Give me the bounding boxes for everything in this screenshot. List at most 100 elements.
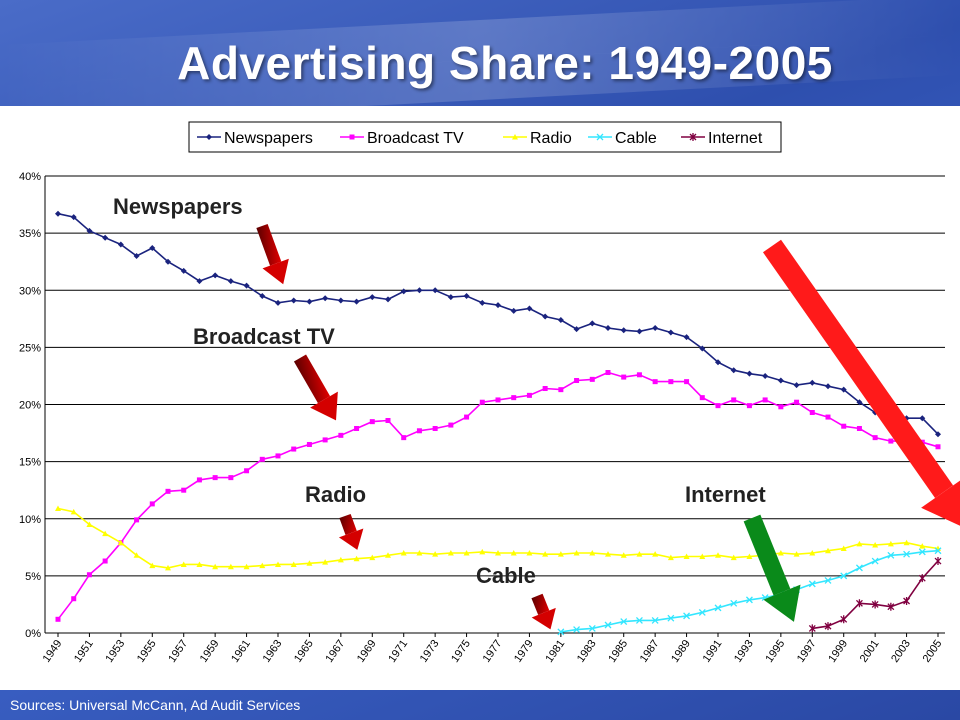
gridlines	[45, 175, 945, 634]
data-point	[55, 505, 61, 511]
data-point	[102, 234, 109, 241]
legend-label: Cable	[615, 130, 657, 147]
data-point	[149, 244, 156, 251]
arrow-cable	[531, 593, 556, 630]
data-point	[275, 561, 281, 567]
data-point	[856, 399, 863, 406]
data-point	[102, 530, 109, 537]
data-point	[918, 548, 926, 556]
data-point	[55, 210, 61, 217]
series-radio	[55, 505, 941, 571]
x-tick-label: 1955	[135, 638, 159, 665]
data-point	[683, 334, 690, 341]
data-point	[855, 599, 863, 608]
data-point	[196, 561, 203, 567]
data-point	[479, 399, 485, 405]
data-point	[447, 294, 454, 301]
x-tick-label: 1999	[826, 638, 850, 665]
data-point	[934, 547, 942, 555]
data-point	[542, 386, 548, 392]
data-point	[574, 378, 580, 384]
data-point	[856, 540, 863, 547]
data-point	[227, 563, 234, 570]
data-point	[432, 425, 438, 431]
annotation-internet: Internet	[685, 482, 766, 507]
data-point	[746, 370, 753, 377]
y-tick-label: 35%	[19, 228, 41, 240]
data-point	[212, 563, 219, 570]
data-point	[206, 134, 212, 140]
x-tick-label: 1987	[638, 638, 662, 665]
data-point	[668, 379, 674, 385]
data-point	[651, 616, 659, 624]
data-point	[464, 414, 470, 420]
data-point	[55, 616, 61, 622]
data-point	[133, 552, 140, 558]
x-tick-label: 1979	[512, 638, 536, 665]
series-newspapers	[55, 210, 941, 438]
data-point	[872, 435, 878, 441]
x-tick-label: 2003	[889, 638, 913, 665]
data-point	[542, 313, 549, 320]
arrow-newspapers	[256, 223, 289, 285]
data-point	[730, 599, 738, 607]
data-point	[793, 551, 800, 557]
data-point	[699, 553, 706, 559]
data-point	[510, 550, 517, 556]
data-point	[684, 379, 690, 385]
series-broadcast-tv	[55, 370, 941, 622]
data-point	[605, 324, 611, 331]
data-point	[683, 553, 690, 559]
data-point	[919, 543, 926, 549]
x-tick-label: 1965	[292, 638, 316, 665]
series-line	[560, 549, 939, 633]
data-point	[699, 395, 705, 401]
data-point	[479, 548, 486, 555]
data-point	[400, 288, 407, 295]
series-line	[57, 507, 939, 569]
data-point	[808, 624, 816, 633]
x-tick-label: 1975	[449, 638, 473, 665]
data-point	[840, 615, 848, 624]
data-point	[275, 453, 281, 459]
data-point	[463, 292, 470, 299]
data-point	[243, 282, 250, 289]
data-point	[212, 272, 219, 279]
slide-title: Advertising Share: 1949-2005	[177, 37, 833, 89]
x-tick-label: 1983	[575, 638, 599, 665]
x-tick-label: 1993	[732, 638, 756, 665]
data-point	[71, 596, 77, 602]
data-point	[259, 562, 266, 569]
x-tick-label: 1977	[481, 638, 505, 665]
data-point	[825, 414, 831, 420]
x-tick-label: 1963	[261, 638, 285, 665]
data-point	[903, 597, 911, 606]
data-point	[180, 267, 187, 274]
data-point	[596, 133, 604, 141]
data-point	[102, 558, 108, 564]
data-point	[620, 327, 627, 334]
data-point	[745, 596, 753, 604]
x-tick-label: 1995	[763, 638, 787, 665]
data-point	[401, 435, 407, 441]
data-point	[888, 438, 894, 444]
data-point	[385, 417, 391, 423]
y-tick-label: 0%	[25, 628, 41, 640]
data-point	[337, 556, 344, 563]
data-point	[165, 488, 171, 494]
data-point	[243, 563, 250, 570]
data-point	[338, 432, 344, 438]
x-tick-label: 1973	[418, 638, 442, 665]
data-point	[165, 564, 171, 571]
data-point	[165, 258, 171, 265]
data-point	[117, 241, 124, 248]
legend-label: Radio	[530, 130, 572, 147]
legend-label: Internet	[708, 130, 763, 147]
data-point	[636, 551, 643, 557]
data-point	[762, 397, 768, 403]
data-point	[400, 550, 407, 556]
x-tick-label: 2005	[921, 638, 945, 665]
annotation-newspapers: Newspapers	[113, 194, 243, 219]
legend-item: Cable	[588, 130, 657, 147]
data-point	[698, 608, 706, 616]
